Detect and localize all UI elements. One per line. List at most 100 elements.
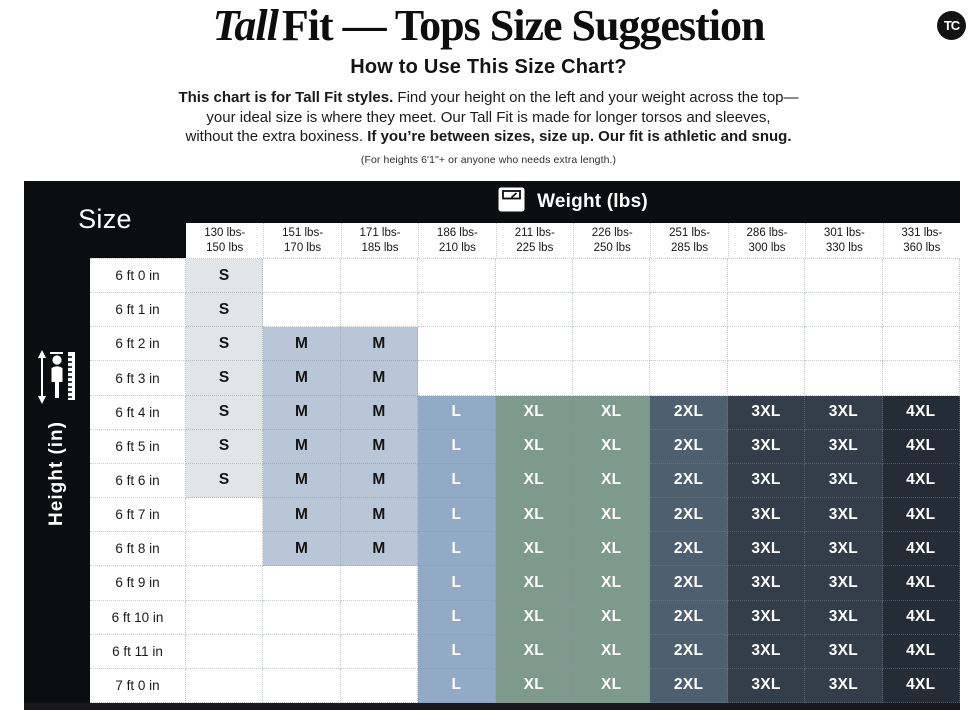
size-cell: M	[340, 429, 419, 464]
brand-logo-text: TC	[943, 18, 960, 33]
empty-cell	[805, 361, 883, 396]
scale-icon	[498, 187, 525, 218]
size-cell: 3XL	[727, 498, 806, 533]
size-cell: 2XL	[650, 634, 728, 669]
size-cell: 3XL	[805, 566, 883, 601]
size-cell: 4XL	[882, 600, 960, 635]
size-cell: 4XL	[882, 532, 960, 567]
page-title: TallFit — Tops Size Suggestion	[0, 1, 977, 50]
empty-cell	[727, 327, 806, 362]
size-cell: L	[418, 600, 496, 635]
empty-cell	[418, 361, 496, 396]
height-row-header: 6 ft 9 in	[90, 566, 186, 601]
empty-cell	[340, 293, 419, 328]
height-row-header: 6 ft 11 in	[90, 634, 186, 669]
size-cell: 2XL	[650, 498, 728, 533]
weight-col-header: 151 lbs- 170 lbs	[263, 223, 340, 258]
weight-group-header: Weight (lbs)	[186, 181, 960, 223]
weight-col-header: 286 lbs- 300 lbs	[727, 223, 805, 258]
page-title-italic: Tall	[212, 1, 279, 50]
subtitle: How to Use This Size Chart?	[350, 56, 627, 79]
empty-cell	[573, 293, 651, 328]
size-cell: L	[418, 463, 496, 499]
size-grid: 6 ft 0 in S 6 ft 1 in S 6 ft 2 in S M M 6 ft 3 i…	[90, 258, 960, 703]
weight-header-block: Weight (lbs) 130 lbs- 150 lbs 151 lbs- 170 …	[186, 181, 960, 258]
size-cell: 4XL	[882, 566, 960, 601]
size-cell: M	[263, 498, 341, 533]
size-cell: 3XL	[727, 463, 806, 499]
empty-cell	[263, 600, 341, 635]
size-cell: 2XL	[650, 429, 728, 464]
size-cell: M	[263, 532, 341, 567]
height-row-header: 6 ft 7 in	[90, 498, 186, 533]
weight-col-header: 171 lbs- 185 lbs	[340, 223, 418, 258]
empty-cell	[650, 259, 728, 294]
size-cell: M	[263, 327, 341, 362]
empty-cell	[340, 566, 419, 601]
size-cell: L	[418, 498, 496, 533]
weight-col-header: 331 lbs- 360 lbs	[882, 223, 960, 258]
size-cell: 4XL	[882, 395, 960, 430]
size-cell: XL	[495, 634, 573, 669]
size-cell: M	[263, 395, 341, 430]
size-cell: S	[186, 327, 264, 362]
size-cell: 3XL	[727, 634, 806, 669]
size-cell: XL	[495, 566, 573, 601]
height-row-header: 6 ft 2 in	[90, 327, 186, 362]
size-cell: M	[340, 361, 419, 396]
weight-col-header: 226 lbs- 250 lbs	[573, 223, 650, 258]
empty-cell	[418, 293, 496, 328]
size-cell: XL	[495, 600, 573, 635]
size-cell: 3XL	[727, 566, 806, 601]
size-cell: XL	[573, 429, 651, 464]
height-row-header: 6 ft 10 in	[90, 600, 186, 635]
size-cell: 2XL	[650, 463, 728, 499]
empty-cell	[882, 259, 960, 294]
empty-cell	[340, 600, 419, 635]
empty-cell	[263, 634, 341, 669]
size-corner-header: Size	[24, 181, 186, 258]
height-axis-label: Height (in)	[46, 421, 67, 526]
size-cell: 4XL	[882, 429, 960, 464]
size-cell: XL	[573, 634, 651, 669]
empty-cell	[340, 668, 419, 703]
intro-text: This chart is for Tall Fit styles. Find …	[0, 88, 977, 146]
size-cell: 4XL	[882, 498, 960, 533]
empty-cell	[573, 361, 651, 396]
empty-cell	[573, 327, 651, 362]
empty-cell	[263, 566, 341, 601]
size-corner-label: Size	[78, 204, 132, 234]
intro-line: without the extra boxiness. If you’re be…	[185, 127, 792, 145]
empty-cell	[495, 293, 573, 328]
height-group-header: Height (in)	[24, 258, 90, 703]
empty-cell	[882, 327, 960, 362]
empty-cell	[805, 293, 883, 328]
page-title-rest: Fit — Tops Size Suggestion	[281, 1, 766, 50]
empty-cell	[650, 327, 728, 362]
size-cell: S	[186, 395, 264, 430]
empty-cell	[186, 600, 264, 635]
empty-cell	[882, 293, 960, 328]
size-cell: XL	[573, 532, 651, 567]
size-cell: 3XL	[805, 498, 883, 533]
empty-cell	[418, 259, 496, 294]
size-cell: S	[186, 259, 264, 294]
weight-col-header: 211 lbs- 225 lbs	[495, 223, 573, 258]
empty-cell	[650, 361, 728, 396]
empty-cell	[650, 293, 728, 328]
footnote: (For heights 6'1"+ or anyone who needs e…	[360, 154, 617, 167]
size-cell: S	[186, 361, 264, 396]
size-cell: L	[418, 395, 496, 430]
size-cell: 4XL	[882, 668, 960, 703]
height-row-header: 7 ft 0 in	[90, 668, 186, 703]
size-cell: M	[340, 327, 419, 362]
empty-cell	[495, 259, 573, 294]
weight-column-headers: 130 lbs- 150 lbs 151 lbs- 170 lbs 171 lbs- 18…	[186, 223, 960, 258]
empty-cell	[495, 327, 573, 362]
size-cell: 3XL	[727, 668, 806, 703]
size-cell: 3XL	[727, 600, 806, 635]
empty-cell	[263, 293, 341, 328]
empty-cell	[186, 532, 264, 567]
height-row-header: 6 ft 1 in	[90, 293, 186, 328]
